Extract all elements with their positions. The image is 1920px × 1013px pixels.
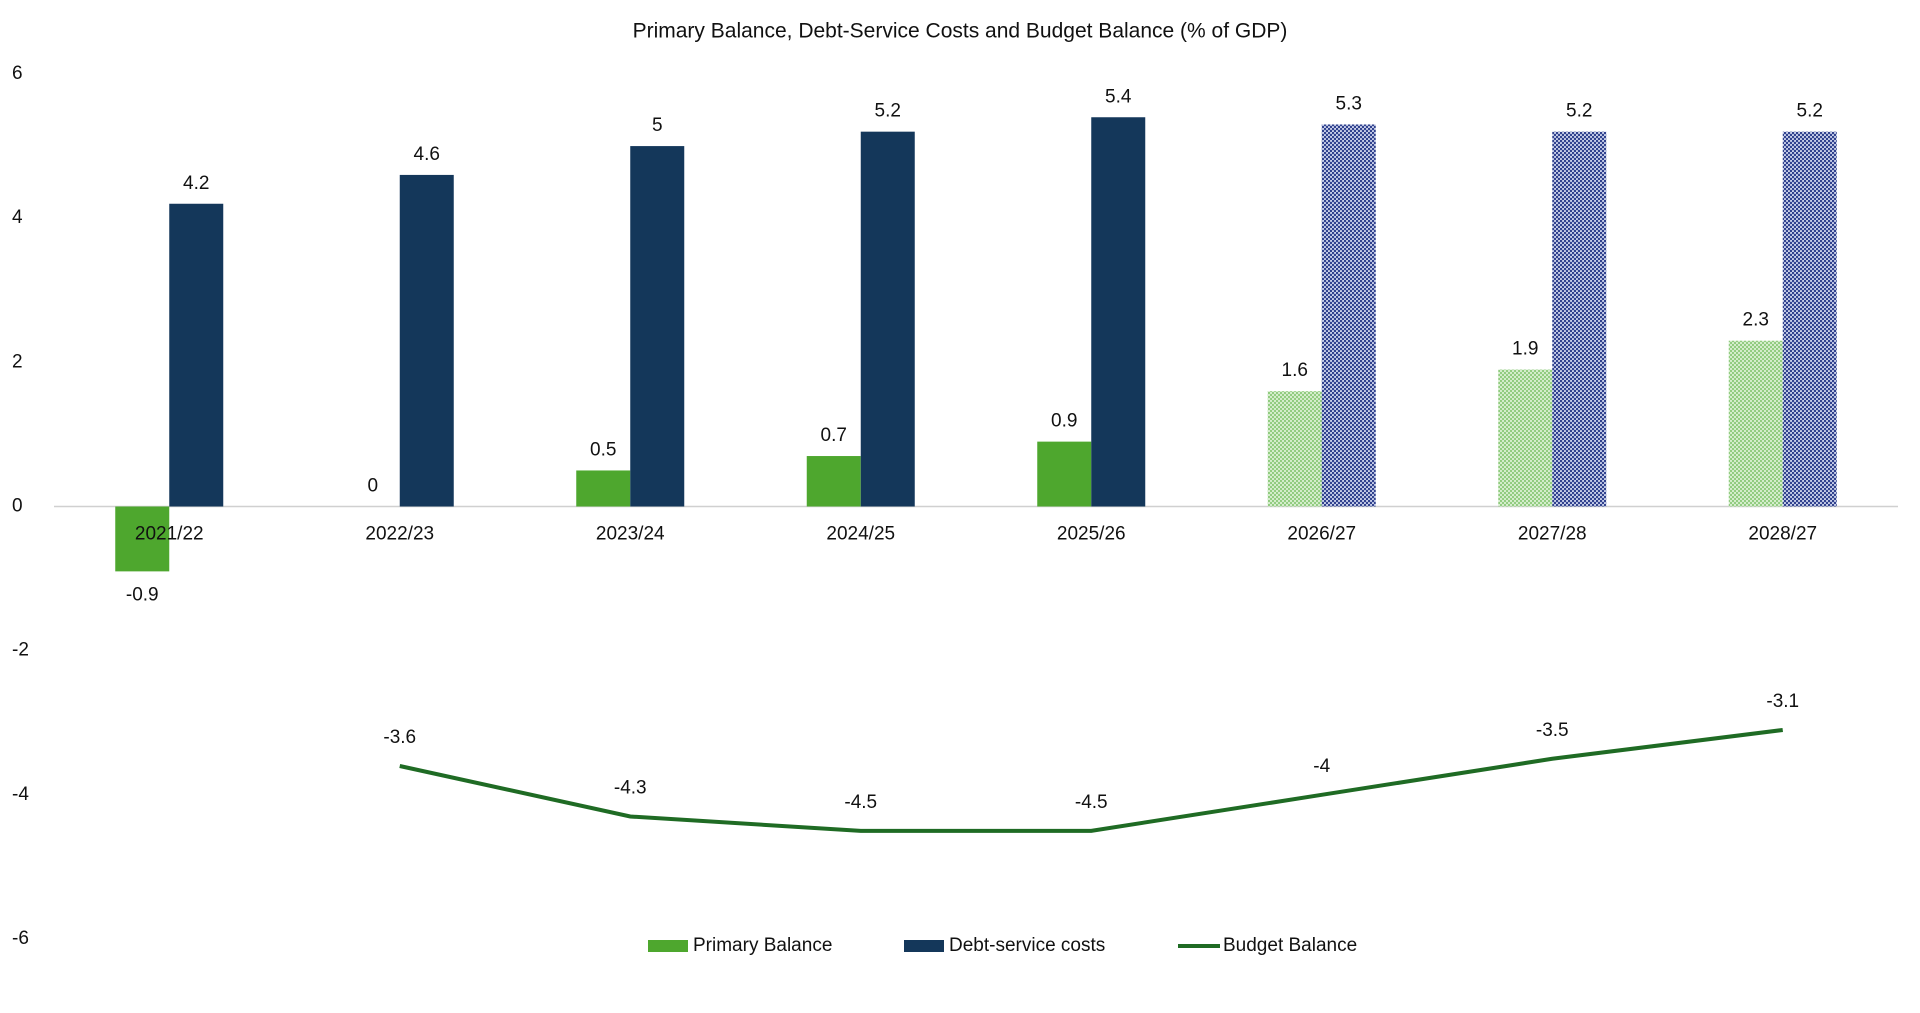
y-tick-label: 2 — [12, 351, 23, 372]
y-tick-label: 6 — [12, 63, 23, 84]
data-label: 5.2 — [1566, 101, 1592, 122]
bar — [1782, 131, 1837, 507]
bar — [860, 131, 915, 507]
data-label: 0.7 — [821, 425, 847, 446]
bar — [399, 174, 454, 507]
y-tick-label: 4 — [12, 207, 23, 228]
data-label: 5.3 — [1336, 93, 1362, 114]
data-label: 1.6 — [1282, 360, 1308, 381]
data-label: 2.3 — [1743, 310, 1769, 331]
data-label: 4.2 — [183, 173, 209, 194]
data-label: 0.5 — [590, 439, 616, 460]
bar — [1498, 369, 1553, 507]
bar — [169, 203, 224, 507]
x-tick-label: 2028/27 — [1748, 524, 1817, 545]
x-tick-label: 2025/26 — [1057, 524, 1126, 545]
bar — [1037, 441, 1092, 507]
x-tick-label: 2021/22 — [135, 524, 204, 545]
y-tick-label: -4 — [12, 784, 29, 805]
bar — [630, 146, 685, 507]
legend-swatch — [648, 940, 688, 952]
bar — [1728, 340, 1783, 507]
chart-title: Primary Balance, Debt-Service Costs and … — [633, 20, 1288, 43]
data-label: 5.2 — [1797, 101, 1823, 122]
data-label: -3.5 — [1536, 720, 1569, 741]
x-tick-label: 2023/24 — [596, 524, 665, 545]
legend-swatch — [904, 940, 944, 952]
x-tick-label: 2024/25 — [826, 524, 895, 545]
data-label: -4.3 — [614, 777, 647, 798]
y-tick-label: -2 — [12, 640, 29, 661]
data-label: -4 — [1313, 756, 1330, 777]
y-tick-label: -6 — [12, 928, 29, 949]
bar — [1321, 124, 1376, 507]
data-label: -3.6 — [383, 727, 416, 748]
data-label: 5 — [652, 115, 663, 136]
data-label: -4.5 — [1075, 792, 1108, 813]
bar — [1552, 131, 1607, 507]
x-tick-label: 2026/27 — [1287, 524, 1356, 545]
bar — [1091, 117, 1146, 507]
data-label: -0.9 — [126, 584, 159, 605]
data-label: 5.2 — [875, 101, 901, 122]
bar — [576, 470, 631, 507]
data-label: 4.6 — [414, 144, 440, 165]
bar — [806, 456, 861, 507]
x-tick-label: 2027/28 — [1518, 524, 1587, 545]
bar — [115, 506, 170, 572]
data-label: 1.9 — [1512, 339, 1538, 360]
legend-label: Debt-service costs — [949, 935, 1105, 956]
bar — [1267, 391, 1322, 507]
data-label: 0.9 — [1051, 411, 1077, 432]
data-label: -3.1 — [1766, 691, 1799, 712]
x-tick-label: 2022/23 — [365, 524, 434, 545]
data-label: -4.5 — [844, 792, 877, 813]
line — [399, 727, 1783, 833]
y-tick-label: 0 — [12, 496, 23, 517]
data-label: 0 — [367, 476, 378, 497]
data-label: 5.4 — [1105, 86, 1132, 107]
legend-label: Budget Balance — [1223, 935, 1357, 956]
legend-label: Primary Balance — [693, 935, 832, 956]
